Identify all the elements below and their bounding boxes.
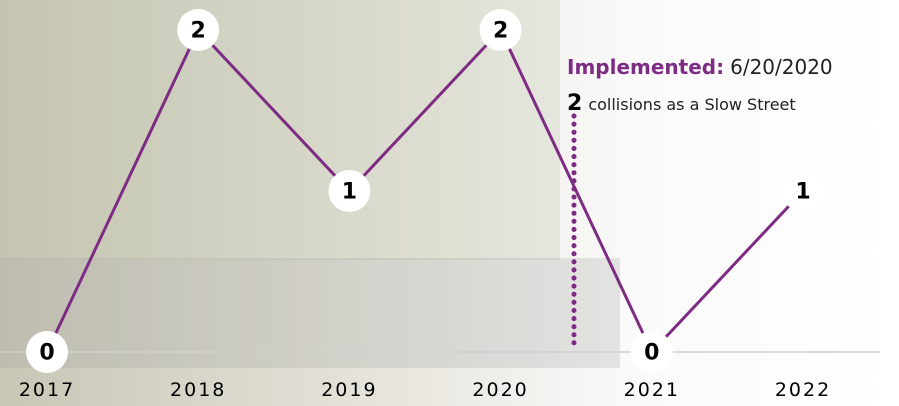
point-marker [479,9,522,51]
photo-trees [0,0,560,260]
value-label: 0 [39,341,54,366]
value-label: 1 [342,180,357,205]
x-tick-label: 2017 [19,379,75,401]
x-tick-label: 2020 [472,379,528,401]
point-marker [328,170,371,212]
annotation-count: 2 [567,91,582,116]
x-tick-label: 2018 [170,379,226,401]
annotation-text: collisions as a Slow Street [588,95,795,114]
value-label: 1 [795,180,810,205]
photo-road [0,258,620,368]
point-marker [630,331,673,373]
annotation-date: 6/20/2020 [730,55,833,79]
data-line [45,27,805,355]
annotation-label: Implemented: [567,55,724,79]
value-label: 0 [644,341,659,366]
value-label: 2 [493,19,508,44]
point-marker [26,331,68,373]
annotation-count-line: 2 collisions as a Slow Street [567,91,796,116]
x-tick-label: 2019 [321,379,377,401]
x-tick-label: 2021 [624,379,680,401]
point-marker [782,170,824,212]
point-marker [177,9,220,51]
value-label: 2 [191,19,206,44]
annotation: Implemented: 6/20/2020 [567,55,833,79]
x-tick-label: 2022 [775,379,831,401]
